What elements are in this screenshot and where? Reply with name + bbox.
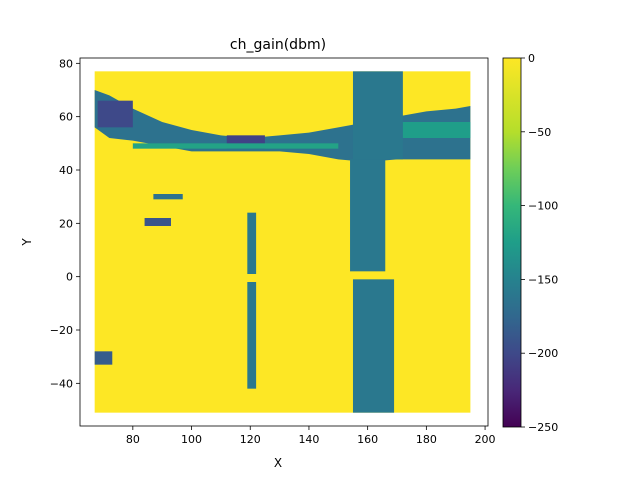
colorbar-tick-label: −100 (528, 200, 558, 213)
y-tick-label: 0 (66, 271, 73, 284)
heatmap-region-main-vertical-corridor-upper (350, 159, 385, 271)
x-tick-label: 80 (126, 433, 140, 446)
heatmap-region-right-teal-stripe (403, 122, 471, 138)
x-axis: 80 100 120 140 160 180 200 (126, 426, 496, 446)
heatmap-region-dark-cluster-left (98, 101, 133, 128)
colorbar-tick-label: −50 (528, 126, 551, 139)
x-tick-label: 100 (181, 433, 202, 446)
chart-title: ch_gain(dbm) (230, 37, 326, 53)
heatmap-layer (95, 71, 471, 412)
y-axis-label: Y (20, 238, 34, 247)
colorbar (503, 58, 521, 427)
y-tick-label: 40 (59, 164, 73, 177)
y-tick-label: 80 (59, 57, 73, 70)
colorbar-ticks: 0 −50 −100 −150 −200 −250 (521, 52, 558, 434)
heatmap-region-small-patch-c (95, 351, 113, 364)
colorbar-tick-label: −200 (528, 347, 558, 360)
colorbar-tick-label: −150 (528, 273, 558, 286)
heatmap-region-small-patch-b (153, 194, 182, 199)
x-tick-label: 140 (298, 433, 319, 446)
y-tick-label: 20 (59, 217, 73, 230)
heatmap-region-thin-vertical-corridor-lower (247, 282, 256, 389)
heatmap-region-main-vertical-corridor-lower (353, 279, 394, 412)
heatmap-region-small-patch-a (145, 218, 171, 226)
y-tick-label: −40 (50, 377, 73, 390)
x-tick-label: 200 (475, 433, 496, 446)
heatmap-region-teal-line-upper (133, 143, 338, 148)
x-tick-label: 160 (357, 433, 378, 446)
x-tick-label: 120 (240, 433, 261, 446)
y-axis: −40 −20 0 20 40 60 80 (50, 57, 80, 390)
y-tick-label: 60 (59, 111, 73, 124)
x-tick-label: 180 (416, 433, 437, 446)
y-tick-label: −20 (50, 324, 73, 337)
colorbar-tick-label: 0 (528, 52, 535, 65)
heatmap-region-thin-vertical-corridor-upper (247, 213, 256, 274)
heatmap-region-top-right-block (353, 71, 403, 159)
colorbar-tick-label: −250 (528, 421, 558, 434)
x-axis-label: X (274, 456, 282, 470)
